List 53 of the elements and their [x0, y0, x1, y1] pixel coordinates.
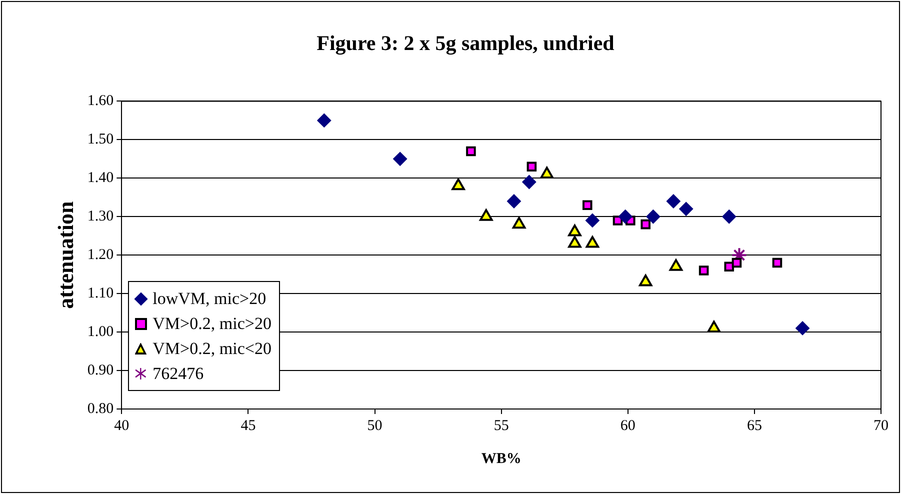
x-tick-label: 50: [367, 418, 382, 434]
y-tick-label: 1.40: [87, 170, 114, 186]
legend-label: lowVM, mic>20: [152, 288, 266, 310]
point: [646, 210, 660, 224]
point: [638, 274, 652, 286]
point: [707, 320, 721, 332]
chart-title: Figure 3: 2 x 5g samples, undried: [316, 31, 615, 56]
point: [480, 209, 493, 221]
point: [724, 262, 734, 272]
x-tick-label: 60: [620, 418, 636, 434]
y-tick-label: 0.90: [87, 362, 114, 378]
point: [522, 175, 536, 189]
point: [393, 152, 408, 166]
point: [640, 219, 650, 230]
point: [540, 166, 554, 179]
x-tick-label: 70: [874, 418, 888, 434]
x-tick-label: 55: [494, 418, 509, 434]
point: [582, 200, 592, 210]
point: [452, 178, 465, 190]
point: [466, 146, 476, 156]
x-tick-label: 65: [746, 418, 762, 434]
y-tick-label: 1.00: [87, 324, 114, 340]
y-axis-title: attenuation: [52, 201, 78, 309]
point: [732, 258, 742, 268]
x-tick-label: 40: [114, 418, 130, 434]
point: [568, 236, 582, 248]
y-tick-label: 1.50: [87, 132, 114, 148]
point: [585, 213, 600, 228]
point: [568, 224, 582, 236]
point: [526, 162, 537, 172]
point: [317, 113, 332, 128]
point: [679, 202, 694, 216]
point: [586, 236, 600, 248]
y-tick-label: 0.80: [87, 400, 114, 417]
point: [612, 216, 623, 226]
point: [698, 266, 709, 276]
y-tick-label: 1.20: [87, 247, 114, 264]
x-axis-title: WB%: [481, 450, 522, 467]
point: [512, 216, 526, 229]
y-tick-label: 1.60: [87, 93, 114, 110]
point: [666, 194, 680, 208]
y-tick-label: 1.10: [87, 286, 114, 302]
point: [722, 210, 736, 224]
x-tick-label: 45: [240, 418, 256, 434]
y-tick-label: 1.30: [87, 208, 114, 225]
point: [796, 321, 810, 336]
point: [772, 258, 782, 268]
legend-label: VM>0.2, mic>20: [152, 313, 272, 335]
legend-label: VM>0.2, mic<20: [152, 338, 272, 360]
point: [506, 194, 521, 208]
legend-label: 762476: [152, 363, 204, 385]
point: [618, 210, 632, 224]
point: [669, 259, 683, 271]
